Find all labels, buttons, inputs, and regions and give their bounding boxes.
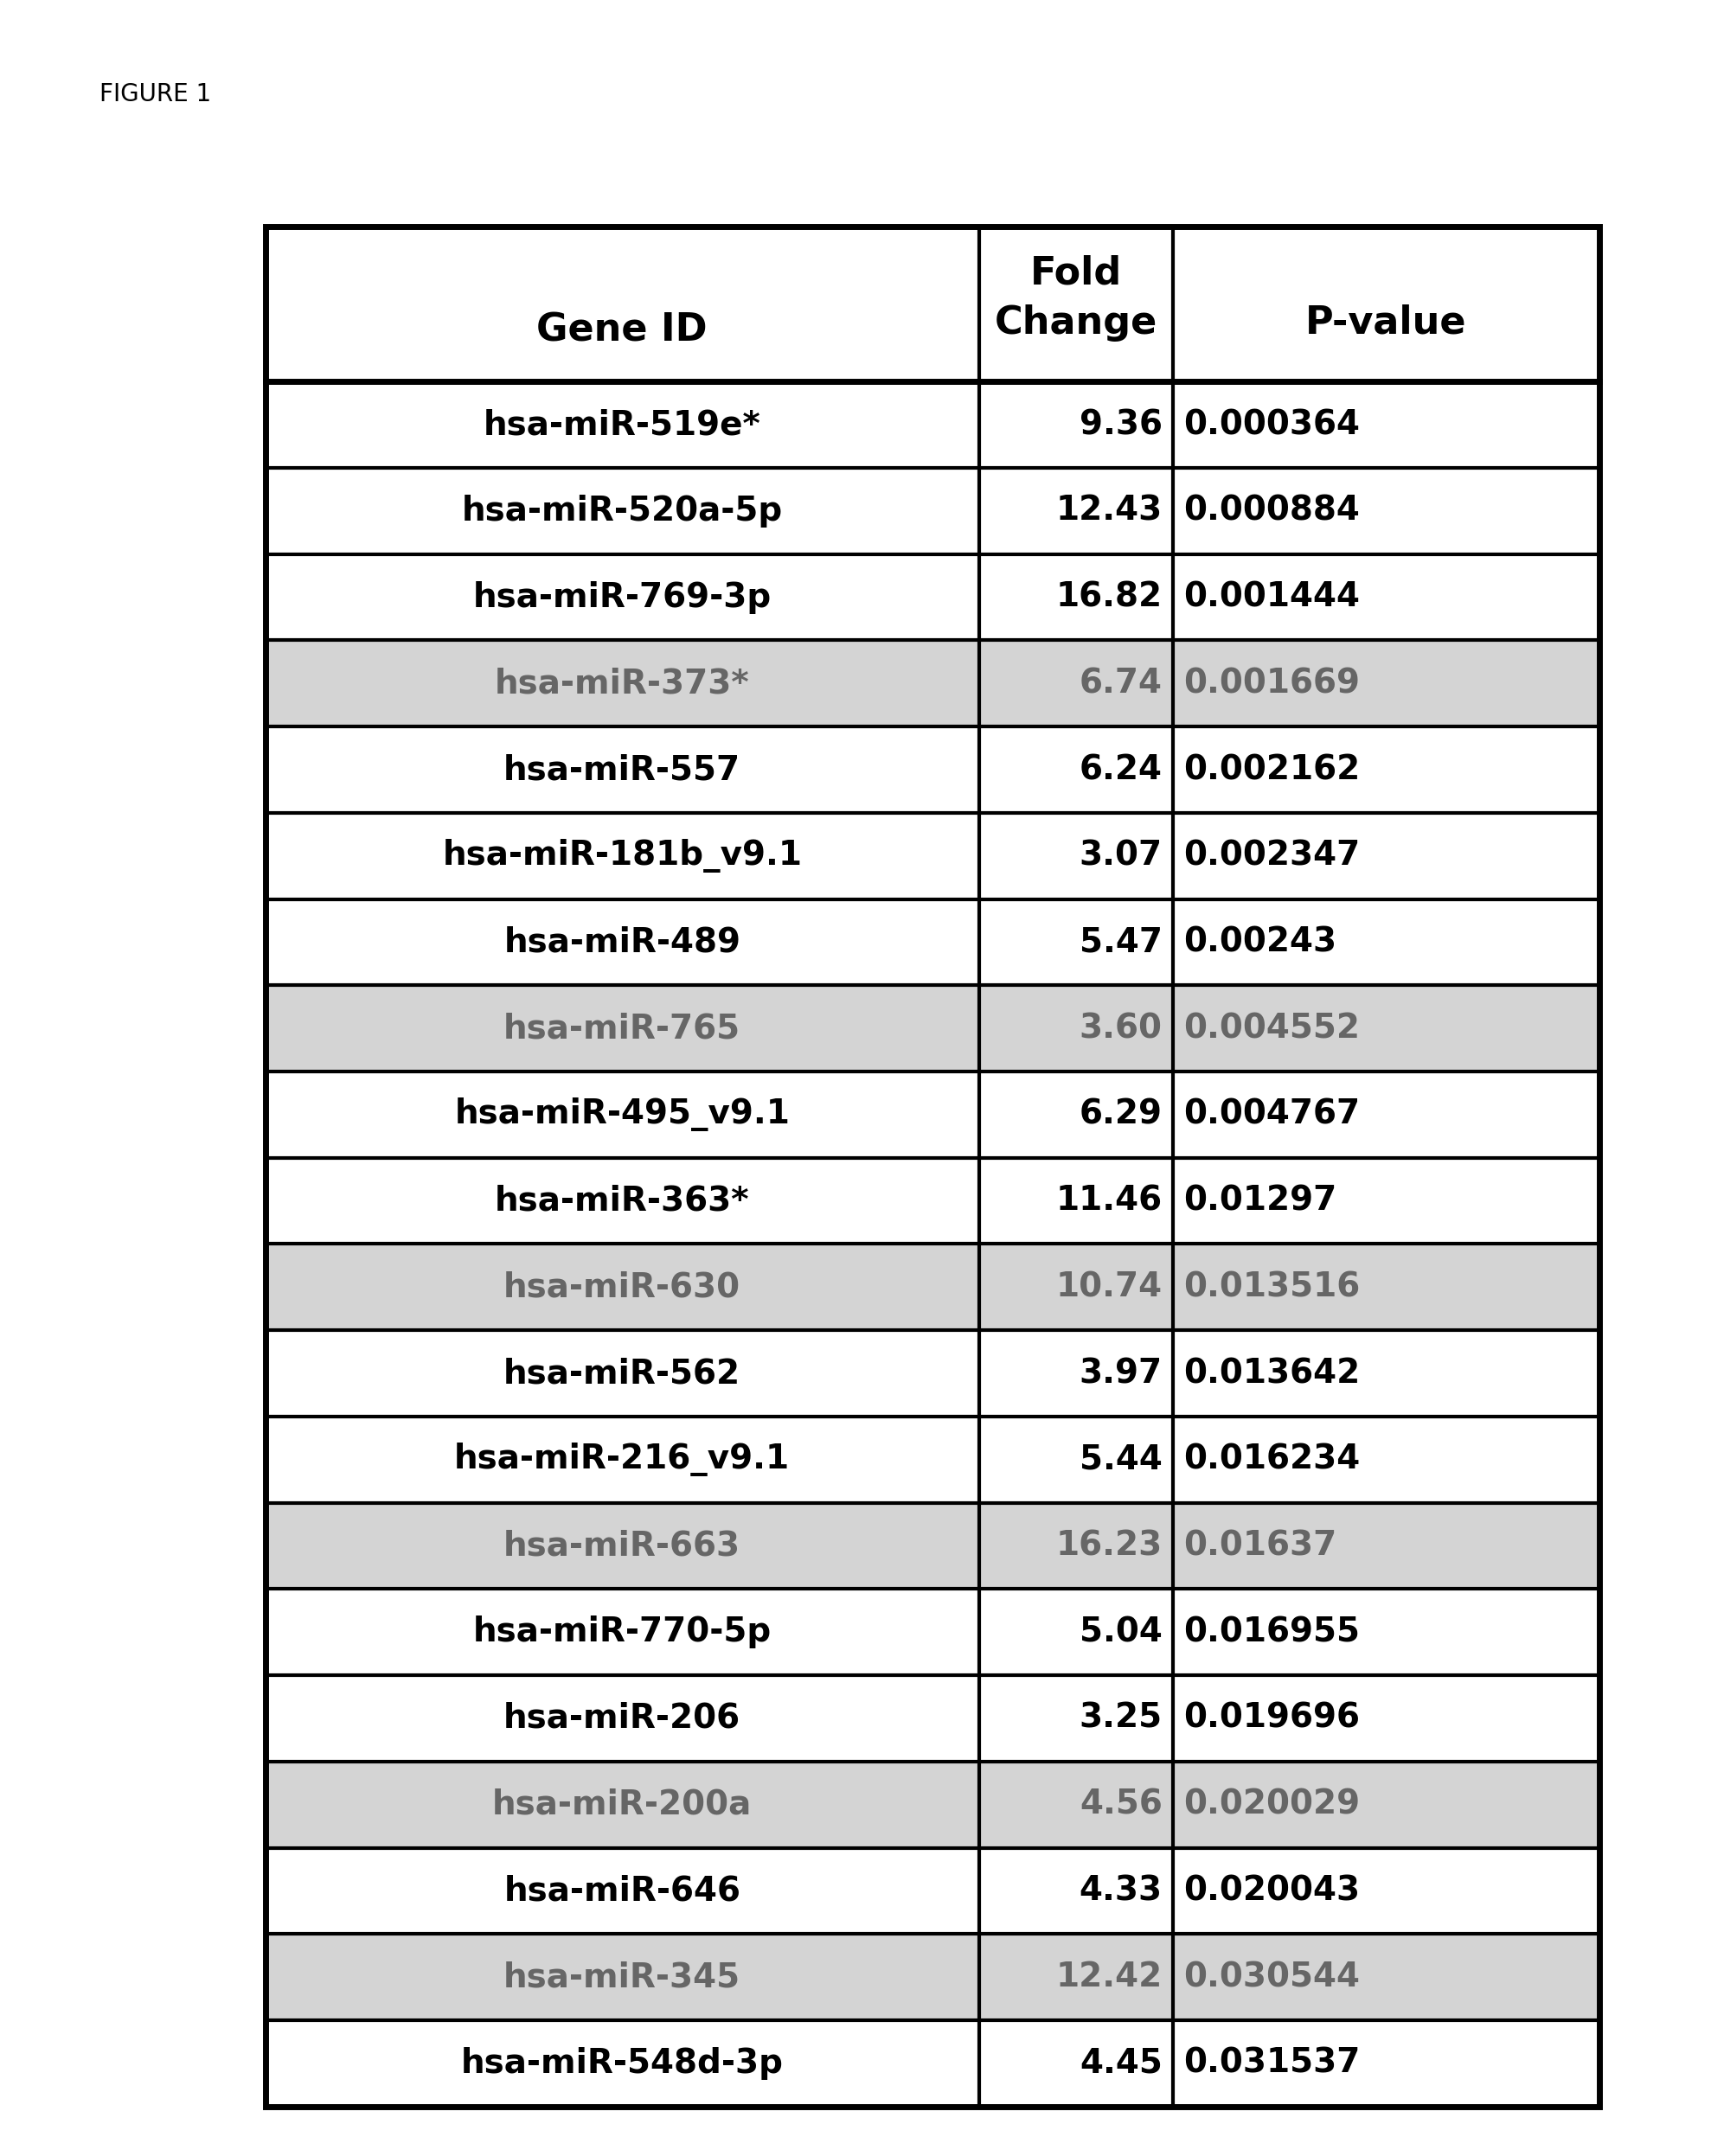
Text: hsa-miR-519e*: hsa-miR-519e* — [484, 407, 761, 442]
Text: hsa-miR-489: hsa-miR-489 — [503, 925, 741, 959]
Text: hsa-miR-562: hsa-miR-562 — [503, 1356, 741, 1391]
Text: hsa-miR-769-3p: hsa-miR-769-3p — [472, 580, 772, 614]
Text: 5.04: 5.04 — [1080, 1615, 1162, 1649]
Text: 16.82: 16.82 — [1056, 580, 1162, 614]
Bar — [265, 1158, 1600, 1244]
Text: 5.47: 5.47 — [1080, 925, 1162, 959]
Text: Gene ID: Gene ID — [537, 313, 708, 349]
Bar — [265, 1330, 1600, 1416]
Text: 3.07: 3.07 — [1080, 839, 1162, 873]
Text: 6.29: 6.29 — [1080, 1097, 1162, 1132]
Text: 16.23: 16.23 — [1056, 1529, 1162, 1563]
Bar — [265, 1934, 1600, 2020]
Text: Fold: Fold — [1030, 254, 1122, 291]
Text: hsa-miR-216_v9.1: hsa-miR-216_v9.1 — [455, 1442, 790, 1477]
Bar — [265, 1503, 1600, 1589]
Text: 0.019696: 0.019696 — [1182, 1701, 1360, 1736]
Text: P-value: P-value — [1305, 304, 1466, 341]
Text: 3.25: 3.25 — [1080, 1701, 1162, 1736]
Bar — [265, 1761, 1600, 1848]
Text: 5.44: 5.44 — [1080, 1442, 1162, 1477]
Text: 11.46: 11.46 — [1056, 1184, 1162, 1218]
Bar — [265, 640, 1600, 727]
Text: 0.000884: 0.000884 — [1182, 494, 1360, 528]
Bar — [265, 1072, 1600, 1158]
Text: 6.74: 6.74 — [1080, 666, 1162, 701]
Text: hsa-miR-557: hsa-miR-557 — [503, 752, 741, 787]
Text: 0.031537: 0.031537 — [1182, 2046, 1360, 2081]
Bar — [265, 1244, 1600, 1330]
Text: hsa-miR-646: hsa-miR-646 — [503, 1874, 741, 1908]
Text: 9.36: 9.36 — [1080, 407, 1162, 442]
Text: 0.01297: 0.01297 — [1182, 1184, 1336, 1218]
Bar — [265, 468, 1600, 554]
Bar — [265, 1589, 1600, 1675]
Text: 12.43: 12.43 — [1056, 494, 1162, 528]
Bar — [265, 2020, 1600, 2106]
Text: hsa-miR-495_v9.1: hsa-miR-495_v9.1 — [455, 1097, 790, 1132]
Text: hsa-miR-206: hsa-miR-206 — [503, 1701, 741, 1736]
Text: 0.000364: 0.000364 — [1182, 407, 1360, 442]
Text: 4.33: 4.33 — [1080, 1874, 1162, 1908]
Text: 0.020029: 0.020029 — [1182, 1787, 1360, 1822]
Text: 0.001669: 0.001669 — [1182, 666, 1360, 701]
Text: 12.42: 12.42 — [1056, 1960, 1162, 1994]
Bar — [265, 554, 1600, 640]
Text: 0.001444: 0.001444 — [1182, 580, 1360, 614]
Bar — [265, 1416, 1600, 1503]
Text: 0.01637: 0.01637 — [1182, 1529, 1336, 1563]
Bar — [265, 727, 1600, 813]
Bar — [265, 1848, 1600, 1934]
Text: 0.004767: 0.004767 — [1182, 1097, 1360, 1132]
Text: 0.020043: 0.020043 — [1182, 1874, 1360, 1908]
Text: hsa-miR-181b_v9.1: hsa-miR-181b_v9.1 — [441, 839, 802, 873]
Text: hsa-miR-770-5p: hsa-miR-770-5p — [472, 1615, 772, 1649]
Text: hsa-miR-663: hsa-miR-663 — [503, 1529, 741, 1563]
Text: 0.013516: 0.013516 — [1182, 1270, 1360, 1304]
Text: FIGURE 1: FIGURE 1 — [99, 82, 210, 106]
Text: 0.002162: 0.002162 — [1182, 752, 1360, 787]
Text: 3.97: 3.97 — [1080, 1356, 1162, 1391]
Text: 4.56: 4.56 — [1080, 1787, 1162, 1822]
Bar — [265, 1675, 1600, 1761]
Text: 0.030544: 0.030544 — [1182, 1960, 1360, 1994]
Text: hsa-miR-200a: hsa-miR-200a — [493, 1787, 753, 1822]
Text: 0.013642: 0.013642 — [1182, 1356, 1360, 1391]
Text: 0.00243: 0.00243 — [1182, 925, 1336, 959]
Text: hsa-miR-345: hsa-miR-345 — [503, 1960, 741, 1994]
Bar — [265, 226, 1600, 2106]
Text: 4.45: 4.45 — [1080, 2046, 1162, 2081]
Text: 0.004552: 0.004552 — [1182, 1011, 1360, 1046]
Text: hsa-miR-363*: hsa-miR-363* — [494, 1184, 749, 1218]
Bar — [265, 226, 1600, 382]
Text: hsa-miR-548d-3p: hsa-miR-548d-3p — [460, 2046, 784, 2081]
Text: Change: Change — [994, 304, 1157, 341]
Text: hsa-miR-630: hsa-miR-630 — [503, 1270, 741, 1304]
Text: 0.016955: 0.016955 — [1182, 1615, 1360, 1649]
Text: 10.74: 10.74 — [1056, 1270, 1162, 1304]
Text: hsa-miR-765: hsa-miR-765 — [503, 1011, 741, 1046]
Text: 6.24: 6.24 — [1080, 752, 1162, 787]
Bar — [265, 899, 1600, 985]
Bar — [265, 382, 1600, 468]
Text: hsa-miR-520a-5p: hsa-miR-520a-5p — [462, 494, 782, 528]
Text: hsa-miR-373*: hsa-miR-373* — [494, 666, 749, 701]
Text: 3.60: 3.60 — [1080, 1011, 1162, 1046]
Text: 0.002347: 0.002347 — [1182, 839, 1360, 873]
Text: 0.016234: 0.016234 — [1182, 1442, 1360, 1477]
Bar — [265, 813, 1600, 899]
Bar — [265, 985, 1600, 1072]
